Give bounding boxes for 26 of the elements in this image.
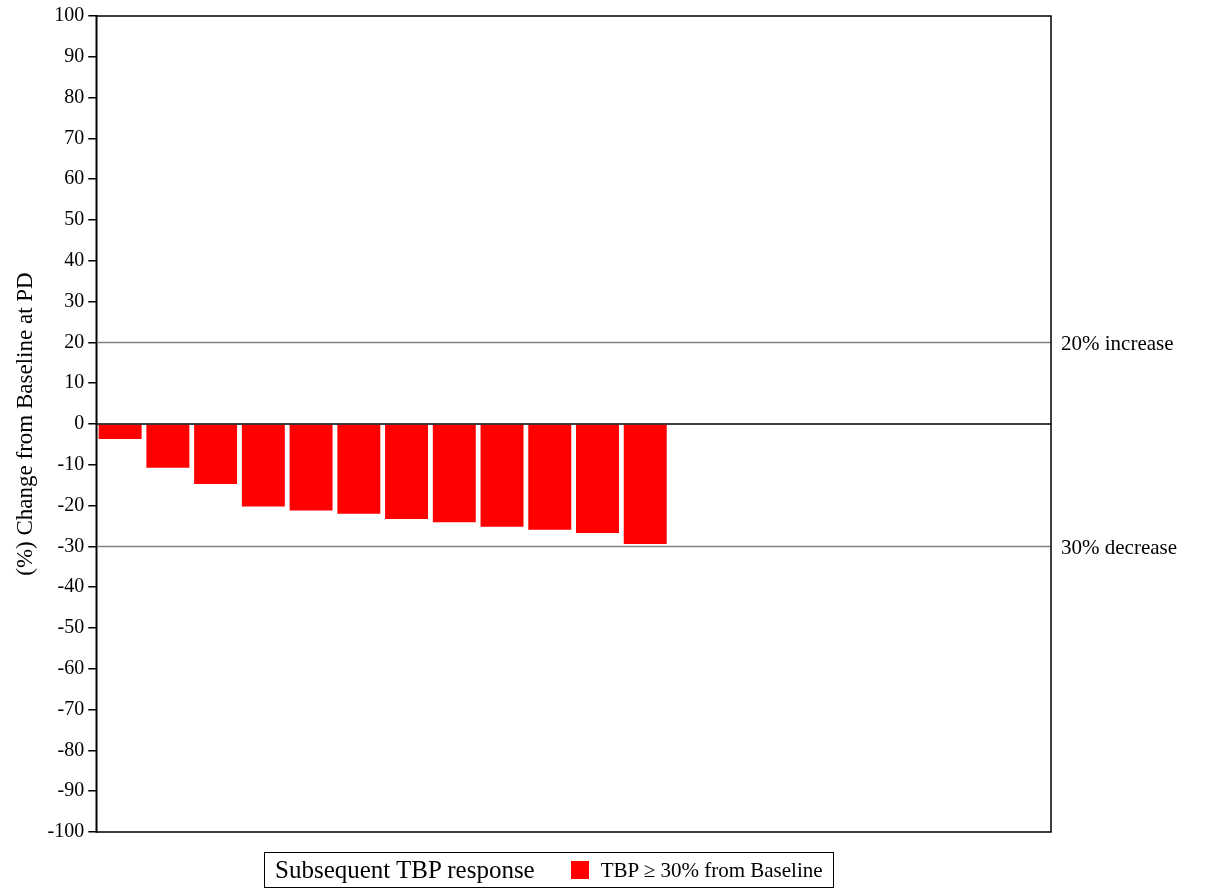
y-tick-label: -20 [57,492,85,515]
y-tick-label: -80 [57,737,85,760]
legend-title: Subsequent TBP response [275,856,535,884]
y-tick-label: -70 [57,696,85,719]
y-axis-title: (%) Change from Baseline at PD [11,272,37,576]
y-tick-label: -40 [57,574,85,597]
y-tick-label: 60 [64,166,85,189]
y-tick-label: -60 [57,656,85,679]
y-tick-label: -10 [57,452,85,475]
y-tick-label: 70 [64,125,85,148]
y-tick-label: -90 [57,778,85,801]
y-tick-label: 40 [64,248,85,271]
y-tick-label: 80 [64,84,85,107]
y-tick-label: -30 [57,533,85,556]
y-tick-label: 30 [64,288,85,311]
y-tick-label: 10 [64,370,85,393]
y-tick-label: -100 [47,819,85,842]
y-tick-label: 50 [64,207,85,230]
y-tick-label: -50 [57,615,85,638]
y-tick-label: 100 [54,3,85,26]
y-tick-label: 0 [74,411,85,434]
y-tick-label: 20 [64,329,85,352]
y-tick-label: 90 [64,44,85,67]
ref-line-label: 20% increase [1061,330,1174,355]
ref-line-label: 30% decrease [1061,534,1178,559]
legend-label: TBP ≥ 30% from Baseline [600,857,823,883]
